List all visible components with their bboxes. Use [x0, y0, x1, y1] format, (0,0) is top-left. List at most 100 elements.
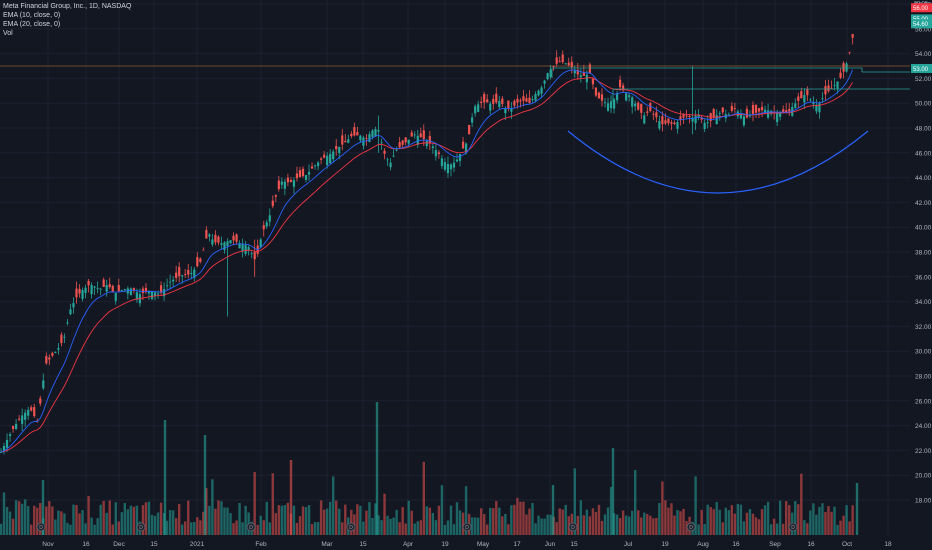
- candle-body: [591, 78, 595, 85]
- volume-bar: [694, 476, 697, 535]
- volume-bar: [543, 518, 546, 535]
- volume-bar: [72, 504, 75, 535]
- volume-bar: [537, 515, 540, 535]
- event-marker-letter: D: [349, 525, 353, 531]
- volume-bar: [643, 512, 646, 535]
- legend-symbol[interactable]: Meta Financial Group, Inc., 1D, NASDAQ: [3, 3, 132, 10]
- volume-bar: [455, 502, 459, 535]
- volume-bar: [332, 476, 335, 535]
- time-tick-label: 16: [732, 541, 740, 548]
- candle-body: [552, 66, 555, 67]
- volume-bar: [102, 500, 105, 535]
- volume-bar: [785, 501, 788, 535]
- time-axis[interactable]: Nov 16 Dec 15 2021 Feb Mar 15 Apr 19 May 17 Jun 15 Jul…: [42, 541, 892, 548]
- candle-body: [573, 70, 576, 74]
- volume-bar: [129, 505, 133, 535]
- volume-bar: [298, 516, 302, 535]
- legend-ema10[interactable]: EMA (10, close, 0): [3, 12, 61, 19]
- price-label-bg: [911, 14, 932, 24]
- volume-bar: [839, 520, 842, 535]
- candle-body: [5, 439, 9, 448]
- volume-bar: [760, 509, 764, 535]
- time-tick-label: 18: [884, 541, 892, 548]
- candle-body: [522, 96, 525, 101]
- candle-body: [413, 134, 416, 136]
- candle-body: [480, 101, 483, 103]
- volume-bar: [211, 479, 214, 535]
- candle-body: [341, 135, 344, 145]
- event-marker-letter: D: [689, 525, 693, 531]
- candle-body: [760, 106, 764, 111]
- candle-body: [628, 95, 631, 98]
- volume-bar: [700, 509, 703, 535]
- candle-body: [220, 243, 223, 245]
- candle-body: [803, 95, 806, 103]
- candle-body: [132, 288, 135, 291]
- candle-body: [214, 234, 217, 243]
- volume-bar: [11, 518, 15, 535]
- volume-bar: [259, 515, 262, 535]
- volume-bar: [585, 509, 589, 535]
- candle-body: [250, 253, 253, 254]
- volume-bar: [618, 518, 622, 535]
- gridlines: [0, 0, 910, 535]
- candle-body: [809, 99, 812, 101]
- volume-bar: [286, 502, 290, 535]
- volume-bar: [51, 506, 54, 535]
- volume-bar: [184, 521, 187, 535]
- candle-body: [33, 407, 36, 417]
- volume-bar: [208, 505, 211, 535]
- candle-body: [63, 336, 66, 338]
- event-marker-letter: D: [571, 525, 575, 531]
- time-tick-label: Jun: [545, 541, 556, 548]
- price-tick-label: 48.00: [915, 126, 932, 133]
- volume-bar: [706, 504, 709, 535]
- volume-bar: [57, 510, 60, 535]
- volume-bar: [75, 504, 78, 535]
- volume-bar: [452, 524, 456, 535]
- volume-bar: [703, 524, 706, 535]
- volume-bar: [428, 507, 432, 535]
- resistance-level-1: [551, 67, 863, 78]
- candle-body: [600, 94, 604, 101]
- time-tick-label: 16: [82, 541, 90, 548]
- volume-bar: [174, 518, 178, 535]
- candle-body: [440, 158, 444, 167]
- volume-bar: [39, 502, 42, 535]
- candle-body: [483, 93, 486, 103]
- volume-bar: [238, 502, 241, 535]
- volume-bar: [600, 520, 604, 535]
- candle-body: [818, 103, 821, 113]
- candle-body: [751, 104, 755, 114]
- volume-bar: [855, 483, 859, 535]
- legend-ema20[interactable]: EMA (20, close, 0): [3, 21, 61, 28]
- volume-bar: [479, 508, 483, 535]
- candle-body: [166, 285, 169, 287]
- candle-body: [830, 87, 833, 89]
- volume-bar: [5, 506, 9, 535]
- volume-bar: [78, 513, 81, 535]
- candle-body: [619, 79, 622, 88]
- price-label: 54.60: [913, 22, 929, 28]
- candle-body: [386, 159, 389, 161]
- ema-10-line: [0, 69, 854, 453]
- candle-body: [492, 99, 495, 104]
- volume-bar: [375, 402, 379, 535]
- candle-body: [797, 96, 800, 101]
- volume-bar: [561, 509, 564, 535]
- candle-body: [8, 434, 12, 437]
- candle-body: [458, 153, 462, 161]
- candle-body: [326, 155, 329, 166]
- event-marker-icon: [788, 522, 798, 532]
- price-axis[interactable]: 58.0056.0054.0052.0050.0048.0046.0044.00…: [911, 1, 932, 505]
- volume-bar: [84, 523, 87, 535]
- candle-body: [202, 249, 205, 251]
- volume-bar: [697, 524, 700, 535]
- volume-bar: [551, 485, 555, 535]
- legend-volume[interactable]: Vol: [3, 30, 13, 37]
- candle-body: [468, 124, 471, 135]
- price-label: 53.00: [913, 67, 929, 73]
- candle-body: [754, 104, 758, 113]
